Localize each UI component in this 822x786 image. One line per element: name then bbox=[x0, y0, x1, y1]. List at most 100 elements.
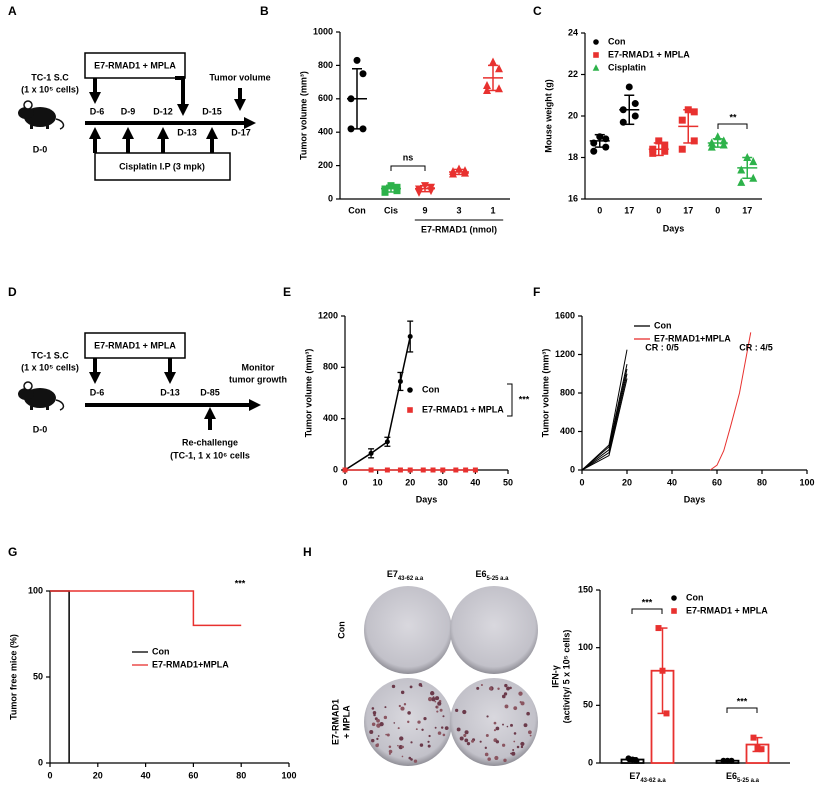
plate-column-label: E65-25 a.a bbox=[475, 569, 509, 581]
label-main: E7 bbox=[629, 771, 640, 781]
colony-spot bbox=[421, 728, 424, 731]
colony-spot bbox=[435, 696, 440, 701]
colony-spot bbox=[437, 731, 442, 735]
y-axis-label: (activity/ 5 x 10⁵ cells) bbox=[561, 630, 571, 724]
x-tick-label: E743-62 a.a bbox=[629, 771, 666, 783]
data-point bbox=[619, 118, 627, 126]
colony-spot bbox=[442, 715, 445, 718]
legend-marker bbox=[671, 608, 677, 614]
day-label: D-12 bbox=[153, 106, 173, 116]
cisplatin: Cisplatin I.P (3 mpk) bbox=[119, 161, 205, 171]
x-tick-label: 0 bbox=[579, 477, 584, 487]
data-point bbox=[728, 757, 735, 764]
plate-column-label: E743-62 a.a bbox=[387, 569, 424, 581]
data-point bbox=[590, 147, 598, 155]
injection: TC-1 S.C bbox=[31, 72, 69, 82]
data-point bbox=[602, 143, 610, 151]
colony-spot bbox=[520, 741, 525, 747]
data-point bbox=[602, 135, 610, 143]
data-point bbox=[359, 125, 367, 133]
day-label: D-15 bbox=[202, 106, 222, 116]
colony-spot bbox=[526, 711, 530, 716]
colony-spot bbox=[494, 755, 499, 761]
data-point bbox=[359, 70, 367, 78]
readout: Monitor bbox=[242, 362, 275, 372]
data-point bbox=[495, 84, 503, 93]
day-label: D-6 bbox=[90, 387, 105, 397]
y-tick-label: 1600 bbox=[555, 310, 575, 320]
data-point bbox=[483, 80, 491, 89]
panel-letter: D bbox=[8, 285, 17, 299]
y-tick-label: 0 bbox=[38, 757, 43, 767]
y-axis-label: Tumor free mice (%) bbox=[8, 634, 18, 720]
colony-spot bbox=[399, 736, 404, 741]
day-label: D-13 bbox=[177, 127, 197, 137]
colony-spot bbox=[459, 736, 464, 741]
x-tick-label: 60 bbox=[188, 770, 198, 780]
colony-spot bbox=[455, 708, 459, 713]
treatment-box bbox=[84, 332, 186, 359]
colony-spot bbox=[501, 743, 506, 747]
y-tick-label: 150 bbox=[578, 584, 593, 594]
annotation: *** bbox=[235, 578, 246, 588]
readout: Tumor volume bbox=[209, 72, 270, 82]
colony-spot bbox=[388, 749, 393, 754]
colony-spot bbox=[493, 729, 497, 732]
colony-spot bbox=[512, 749, 515, 751]
data-point bbox=[427, 187, 435, 196]
colony-spot bbox=[415, 728, 418, 731]
data-point bbox=[453, 467, 459, 473]
colony-spot bbox=[479, 740, 482, 743]
colony-spot bbox=[503, 758, 507, 763]
annotation: *** bbox=[519, 394, 530, 404]
day-label: D-9 bbox=[121, 106, 136, 116]
colony-spot bbox=[518, 691, 523, 696]
legend-marker bbox=[407, 407, 413, 413]
x-tick-label: 17 bbox=[624, 205, 634, 215]
colony-spot bbox=[400, 706, 405, 711]
x-tick-label: 30 bbox=[438, 477, 448, 487]
legend-label: Con bbox=[608, 36, 626, 46]
data-point bbox=[749, 173, 758, 182]
colony-spot bbox=[516, 745, 520, 749]
series-line bbox=[709, 332, 752, 471]
data-point bbox=[631, 112, 639, 120]
colony-spot bbox=[476, 686, 480, 690]
colony-spot bbox=[379, 722, 384, 727]
x-axis-label: Days bbox=[416, 494, 438, 504]
bracket bbox=[717, 123, 748, 129]
data-point bbox=[463, 467, 469, 473]
colony-spot bbox=[504, 704, 509, 709]
arrow bbox=[175, 76, 189, 116]
colony-spot bbox=[427, 744, 431, 748]
annotation: ** bbox=[729, 112, 737, 122]
label-sub: 5-25 a.a bbox=[486, 576, 509, 582]
x-tick-label: 17 bbox=[742, 205, 752, 215]
colony-spot bbox=[507, 686, 510, 689]
y-tick-label: 50 bbox=[33, 671, 43, 681]
y-axis-label: Mouse weight (g) bbox=[543, 79, 553, 153]
x-tick-label: 10 bbox=[373, 477, 383, 487]
data-point bbox=[743, 153, 752, 161]
colony-spot bbox=[529, 734, 532, 737]
colony-spot bbox=[497, 687, 500, 690]
x-tick-label: 100 bbox=[281, 770, 296, 780]
colony-spot bbox=[486, 715, 489, 718]
data-point bbox=[393, 187, 401, 195]
legend-label: E7-RMAD1 + MPLA bbox=[608, 49, 690, 59]
y-tick-label: 24 bbox=[568, 27, 578, 37]
panel-letter: F bbox=[533, 285, 540, 299]
data-point bbox=[381, 188, 389, 196]
colony-spot bbox=[501, 694, 506, 699]
colony-spot bbox=[371, 738, 375, 743]
cells: (1 x 10⁵ cells) bbox=[21, 362, 79, 372]
injection: TC-1 S.C bbox=[31, 350, 69, 360]
y-tick-label: 100 bbox=[28, 585, 43, 595]
diagram-a: A TC-1 S.C (1 x 10⁵ cells) D-0 E7-RMAD1 … bbox=[8, 4, 271, 181]
y-axis-label: Tumor volume (mm³) bbox=[540, 349, 550, 438]
x-tick-label: 3 bbox=[456, 205, 461, 215]
data-point bbox=[758, 746, 765, 753]
x-tick-label: 1 bbox=[490, 205, 495, 215]
x-tick-label: 50 bbox=[503, 477, 513, 487]
